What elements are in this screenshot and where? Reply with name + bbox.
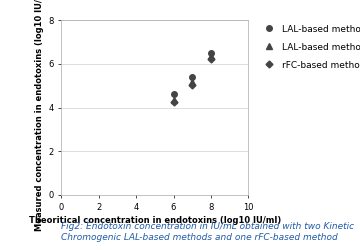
Y-axis label: Measured concentration in endotoxins (log10 IU/ml): Measured concentration in endotoxins (lo… xyxy=(35,0,44,231)
Text: Fig2: Endotoxin concentration in IU/mL obtained with two Kinetic
Chromogenic LAL: Fig2: Endotoxin concentration in IU/mL o… xyxy=(61,222,354,242)
Legend: LAL-based method 1, LAL-based method 2, rFC-based method: LAL-based method 1, LAL-based method 2, … xyxy=(260,24,360,70)
X-axis label: Theoritical concentration in endotoxins (log10 IU/ml): Theoritical concentration in endotoxins … xyxy=(29,216,281,225)
